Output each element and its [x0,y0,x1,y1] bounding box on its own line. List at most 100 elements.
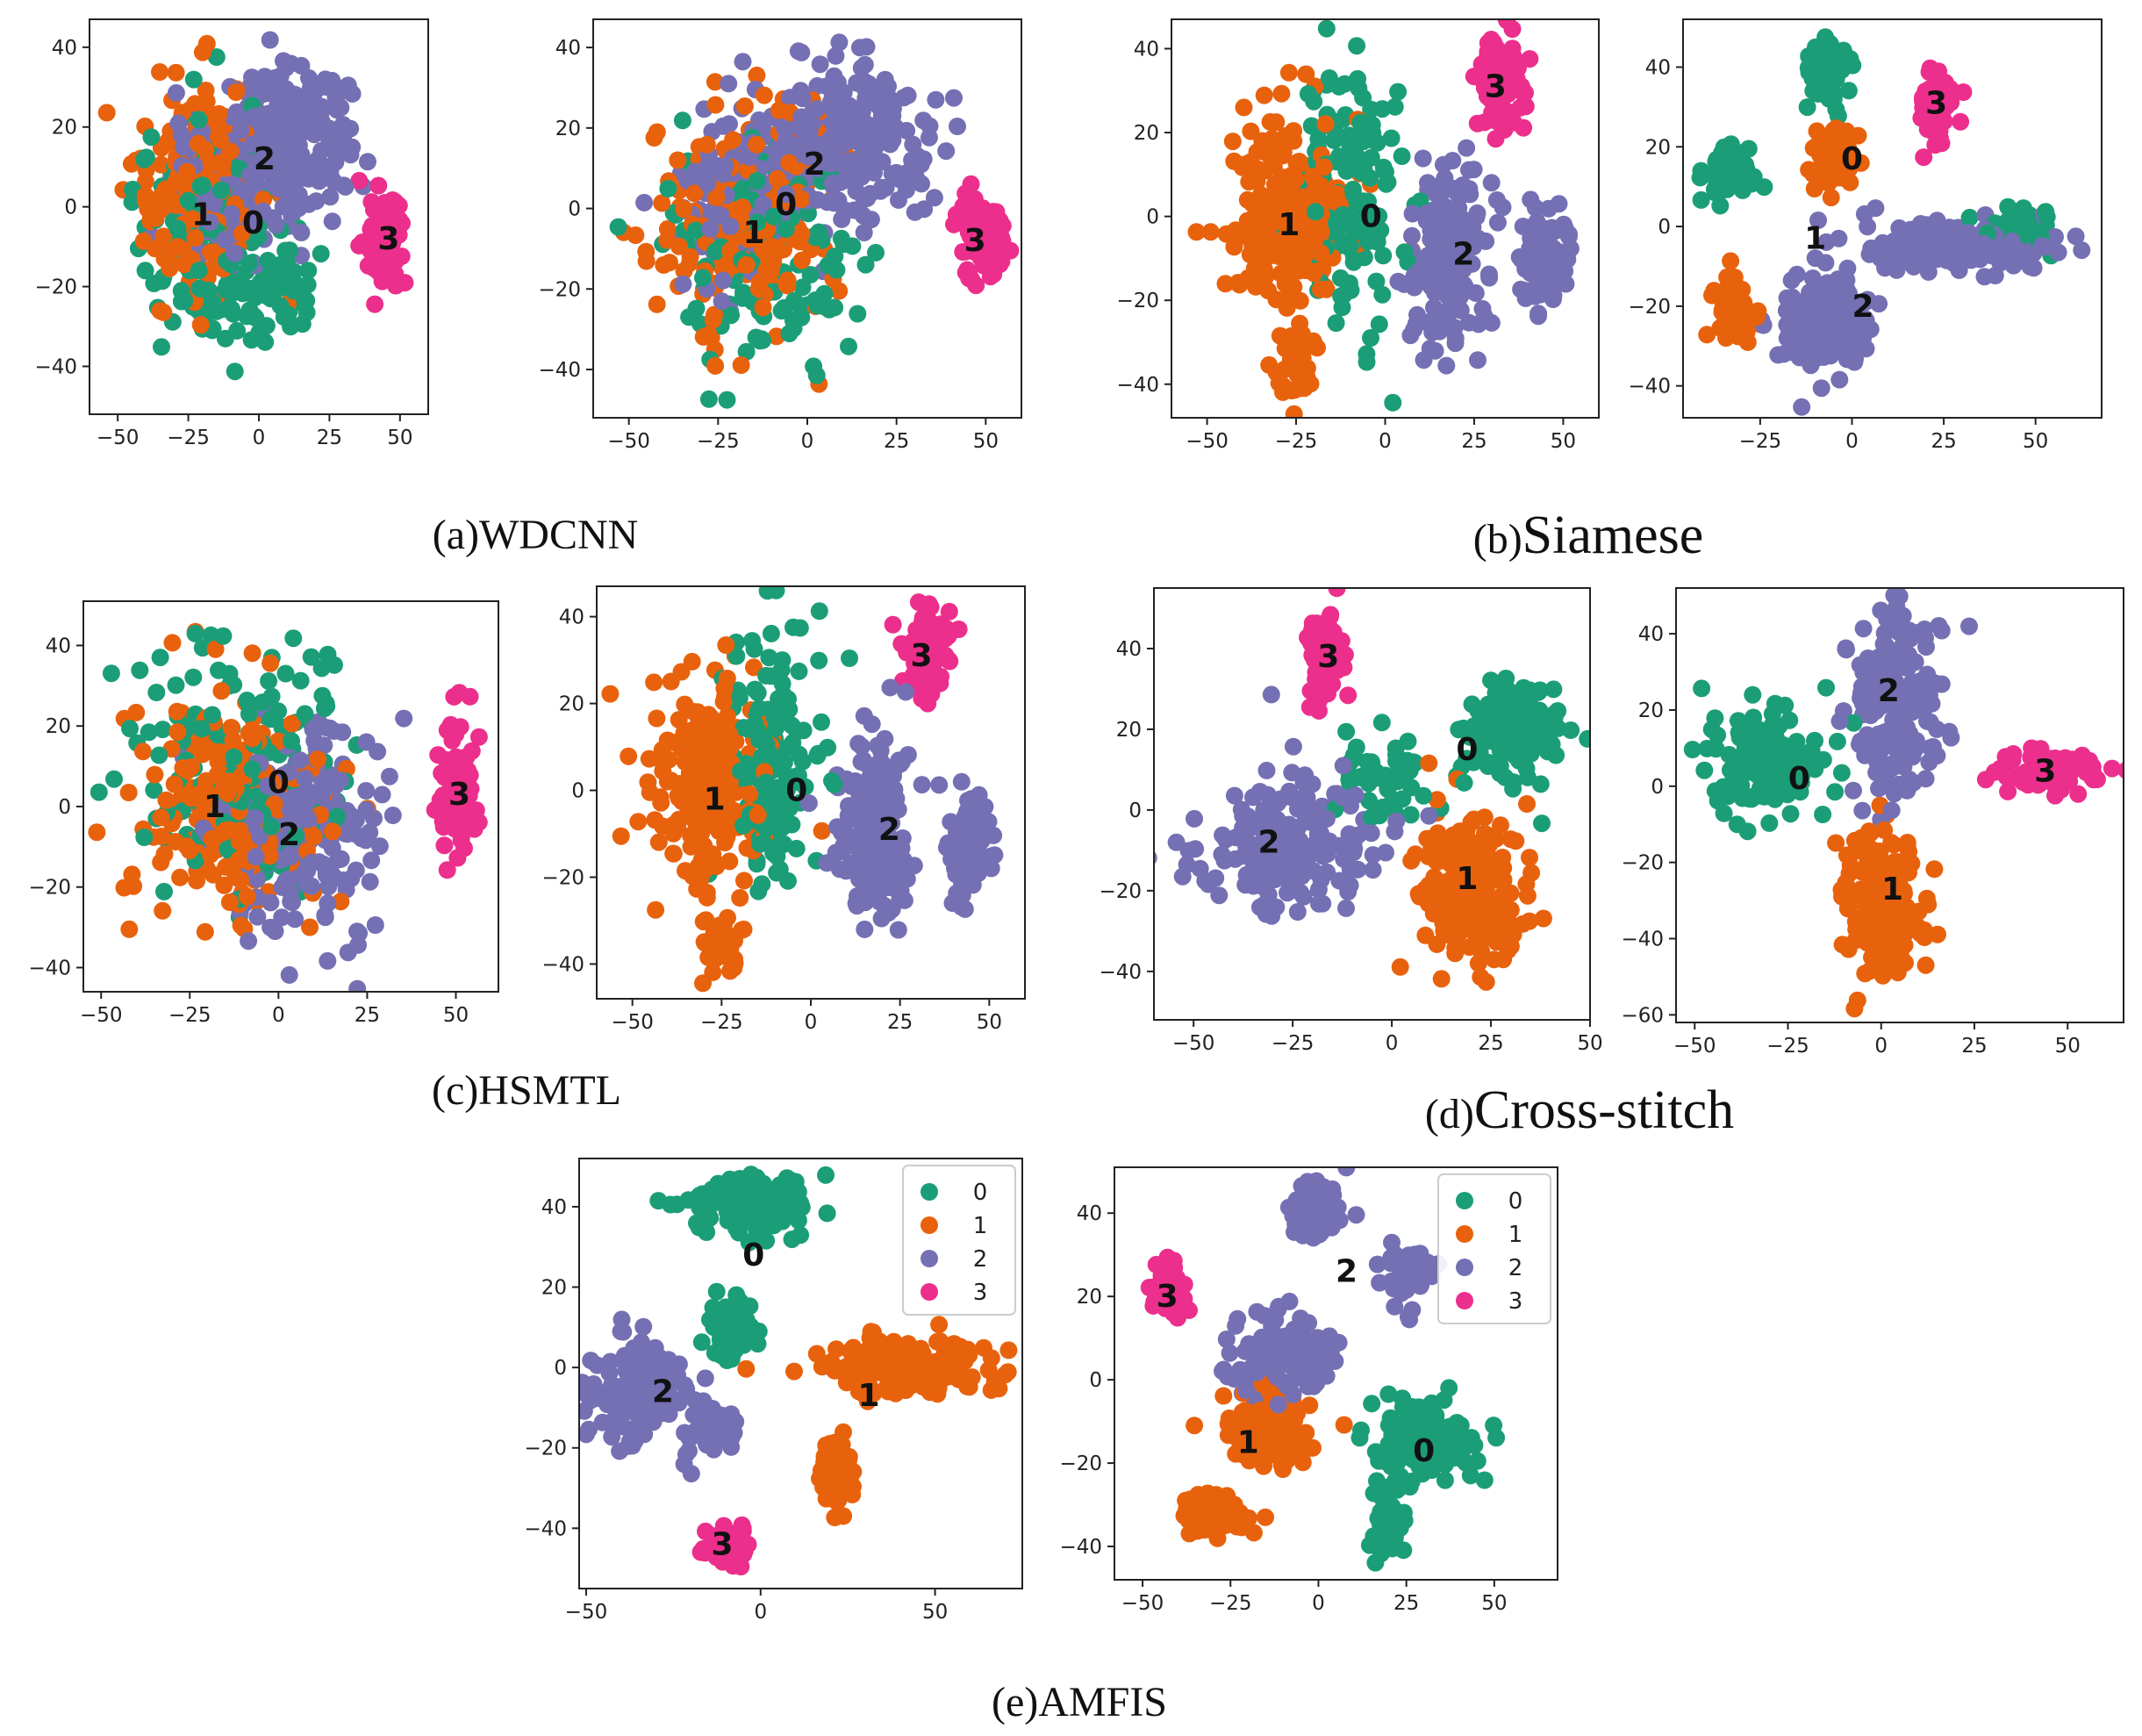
point-class-2 [867,850,885,869]
point-class-2 [1902,244,1920,262]
point-class-2 [281,199,298,218]
point-class-0 [1302,117,1321,135]
point-class-0 [777,220,795,238]
point-class-1 [706,73,724,91]
point-class-1 [1272,169,1290,187]
point-class-2 [906,203,924,221]
point-class-1 [703,769,721,786]
point-class-2 [2067,227,2085,246]
point-class-1 [301,918,319,936]
point-class-0 [764,207,783,226]
point-class-0 [154,721,172,739]
point-class-0 [1351,113,1370,132]
point-class-3 [1929,88,1947,106]
point-class-0 [1737,161,1756,179]
point-class-0 [1309,130,1328,148]
point-class-1 [718,707,736,725]
y-tick-label-b1: −40 [1116,374,1159,397]
point-class-0 [1368,233,1386,251]
point-class-3 [365,259,383,277]
point-class-2 [828,74,847,92]
point-class-2 [1425,255,1444,273]
point-class-1 [620,747,638,765]
point-class-2 [1820,313,1838,332]
point-class-2 [897,683,915,701]
point-class-2 [1443,205,1461,224]
point-class-3 [1484,53,1501,71]
point-class-2 [321,188,340,206]
point-class-1 [192,737,211,756]
point-class-1 [153,235,171,254]
y-tick-label-a2: 0 [568,198,581,221]
point-class-1 [1216,275,1235,293]
point-class-2 [347,861,365,879]
x-tick-label-c2: 25 [887,1011,913,1034]
point-class-2 [968,850,986,869]
point-class-2 [1560,225,1578,243]
point-class-2 [1482,174,1501,192]
point-class-0 [856,255,875,274]
point-class-0 [686,221,705,240]
point-class-0 [318,697,336,715]
point-class-2 [674,275,692,293]
point-class-2 [716,157,734,176]
point-class-0 [772,302,791,320]
point-class-1 [720,739,739,757]
y-tick-label-a1: 40 [52,37,77,60]
point-class-2 [2046,228,2064,246]
point-class-2 [261,893,280,912]
point-class-1 [658,219,677,238]
point-class-1 [695,861,713,879]
point-class-2 [271,118,290,136]
x-tick-label-b2: 0 [1845,430,1859,453]
point-class-1 [741,785,759,803]
x-tick-label-b1: 25 [1461,430,1487,453]
point-class-1 [1270,247,1288,265]
y-tick-label-b2: −40 [1628,376,1671,398]
point-class-1 [653,194,671,212]
point-class-0 [299,262,318,280]
point-class-1 [1428,791,1446,809]
point-class-0 [793,752,812,771]
point-class-0 [190,279,209,298]
point-class-2 [956,900,974,918]
axes-frame-b2 [1682,18,2103,419]
point-class-2 [341,146,360,164]
point-class-1 [133,742,152,761]
point-class-2 [952,772,971,791]
point-class-2 [243,135,261,153]
point-class-0 [1379,173,1397,191]
point-class-1 [731,889,749,907]
point-class-2 [1434,304,1452,322]
point-class-1 [1312,223,1330,241]
point-class-1 [670,237,688,255]
y-tick-label-c1: −40 [28,957,71,979]
cluster-label-3: 3 [1925,85,1947,121]
cluster-label-2: 2 [1852,289,1873,325]
x-tick-label-c1: 0 [272,1004,285,1027]
point-class-1 [769,169,786,188]
point-class-0 [121,720,139,738]
point-class-2 [1806,279,1824,298]
point-class-2 [380,767,398,786]
point-class-1 [152,155,170,174]
point-class-2 [330,121,348,140]
point-class-1 [222,719,240,736]
point-class-1 [685,184,704,203]
point-class-2 [862,211,880,229]
point-class-1 [177,837,196,856]
point-class-2 [789,42,807,61]
point-class-1 [1285,405,1303,418]
point-class-0 [1329,220,1348,239]
point-class-0 [1960,208,1979,226]
point-class-3 [1468,114,1487,133]
point-class-0 [756,773,775,792]
point-class-0 [1325,131,1343,149]
point-class-2 [876,70,894,89]
point-class-0 [312,245,330,263]
point-class-0 [1320,69,1338,87]
point-class-0 [801,266,820,283]
point-class-0 [609,218,627,236]
point-class-1 [1201,223,1220,241]
